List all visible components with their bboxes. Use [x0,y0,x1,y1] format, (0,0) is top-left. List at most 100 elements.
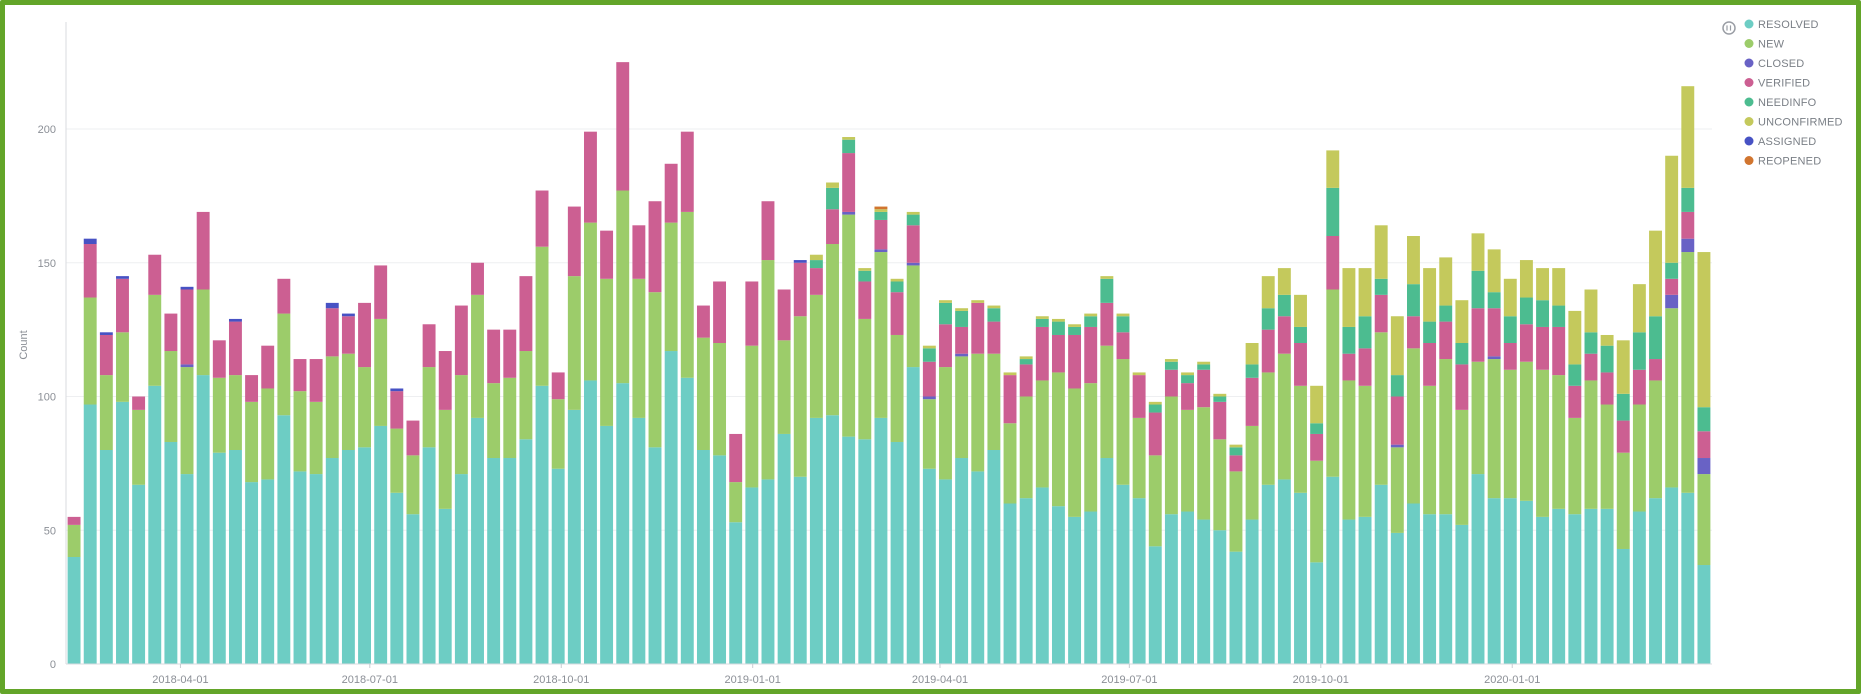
bar-stack[interactable] [1245,343,1259,664]
bar-stack[interactable] [1471,233,1485,664]
bar-stack[interactable] [567,206,581,665]
bar-stack[interactable] [1552,268,1566,664]
bar-stack[interactable] [1100,276,1114,664]
bar-stack[interactable] [890,278,904,664]
bar-stack[interactable] [1261,276,1275,664]
bar-stack[interactable] [1294,294,1307,664]
bar-stack[interactable] [1487,249,1501,664]
bar-stack[interactable] [374,265,388,664]
bar-stack[interactable] [1229,444,1243,664]
bar-stack[interactable] [116,276,129,664]
bar-stack[interactable] [1181,372,1194,664]
bar-stack[interactable] [1632,284,1646,664]
bar-stack[interactable] [1116,313,1130,664]
bar-stack[interactable] [67,516,81,664]
bar-stack[interactable] [1019,356,1033,664]
bar-stack[interactable] [939,300,952,664]
bar-stack[interactable] [1439,257,1453,664]
bar-stack[interactable] [1536,268,1550,665]
bar-stack[interactable] [535,190,549,664]
bar-stack[interactable] [1423,268,1437,664]
bar-stack[interactable] [1358,268,1372,665]
bar-stack[interactable] [1084,313,1098,664]
bar-stack[interactable] [1213,393,1227,664]
bar-stack[interactable] [438,351,452,664]
bar-stack[interactable] [1519,260,1533,664]
bar-stack[interactable] [793,260,807,664]
bar-stack[interactable] [696,305,710,664]
bar-stack[interactable] [842,137,856,665]
bar-stack[interactable] [971,300,985,664]
bar-stack[interactable] [858,268,872,664]
bar-stack[interactable] [454,305,468,664]
bar-stack[interactable] [132,396,146,665]
bar-stack[interactable] [1164,359,1178,664]
bar-stack[interactable] [648,201,662,664]
bar-stack[interactable] [826,182,839,665]
bar-stack[interactable] [1277,268,1291,664]
bar-stack[interactable] [503,329,517,664]
legend-item-assigned[interactable]: ASSIGNED [1744,136,1817,148]
legend-item-closed[interactable]: CLOSED [1744,58,1805,70]
bar-stack[interactable] [874,206,888,664]
bar-stack[interactable] [1649,230,1662,664]
bar-stack[interactable] [1197,361,1211,664]
bar-stack[interactable] [99,332,113,664]
bar-stack[interactable] [600,230,614,664]
bar-stack[interactable] [1051,318,1065,664]
bar-stack[interactable] [1568,310,1582,664]
bar-stack[interactable] [519,276,533,664]
bar-stack[interactable] [713,281,727,664]
bar-stack[interactable] [196,211,210,664]
bar-stack[interactable] [1503,278,1517,664]
bar-stack[interactable] [922,345,936,664]
bar-stack[interactable] [212,340,226,664]
bar-stack[interactable] [1455,300,1469,664]
bar-stack[interactable] [987,305,1001,664]
bar-stack[interactable] [906,211,920,664]
bar-stack[interactable] [180,286,194,664]
bar-stack[interactable] [293,359,307,664]
bar-stack[interactable] [487,329,501,664]
bar-stack[interactable] [390,388,404,664]
bar-stack[interactable] [1003,372,1017,664]
bar-stack[interactable] [1584,289,1598,665]
bar-stack[interactable] [245,375,259,664]
bar-stack[interactable] [616,62,630,665]
bar-stack[interactable] [664,163,678,664]
bar-stack[interactable] [1681,86,1695,664]
bar-stack[interactable] [148,254,162,664]
bar-stack[interactable] [955,308,969,664]
bar-stack[interactable] [1326,150,1340,664]
bar-stack[interactable] [1697,252,1711,664]
bar-stack[interactable] [809,254,823,664]
bar-stack[interactable] [1390,316,1404,664]
bar-stack[interactable] [680,131,694,664]
bar-stack[interactable] [1374,225,1388,664]
legend-item-resolved[interactable]: RESOLVED [1744,19,1819,31]
bar-stack[interactable] [1342,268,1356,664]
bar-stack[interactable] [164,313,178,664]
bar-stack[interactable] [358,302,371,664]
bar-stack[interactable] [1616,340,1630,664]
bar-stack[interactable] [341,313,355,664]
bar-stack[interactable] [228,318,242,664]
legend-item-needinfo[interactable]: NEEDINFO [1744,97,1817,109]
bar-stack[interactable] [632,225,646,664]
bar-stack[interactable] [729,433,743,664]
bar-stack[interactable] [1148,401,1162,664]
bar-stack[interactable] [309,359,323,664]
bar-stack[interactable] [777,289,791,665]
legend-item-new[interactable]: NEW [1744,39,1785,51]
bar-stack[interactable] [1310,385,1324,664]
bar-stack[interactable] [1132,372,1146,664]
bar-stack[interactable] [1665,155,1679,664]
bar-stack[interactable] [471,262,484,664]
bar-stack[interactable] [261,345,275,664]
bar-stack[interactable] [406,420,420,664]
bar-stack[interactable] [83,238,97,664]
bar-stack[interactable] [551,372,565,664]
legend-item-reopened[interactable]: REOPENED [1744,156,1822,168]
bar-stack[interactable] [325,302,339,664]
bar-stack[interactable] [1407,236,1420,664]
